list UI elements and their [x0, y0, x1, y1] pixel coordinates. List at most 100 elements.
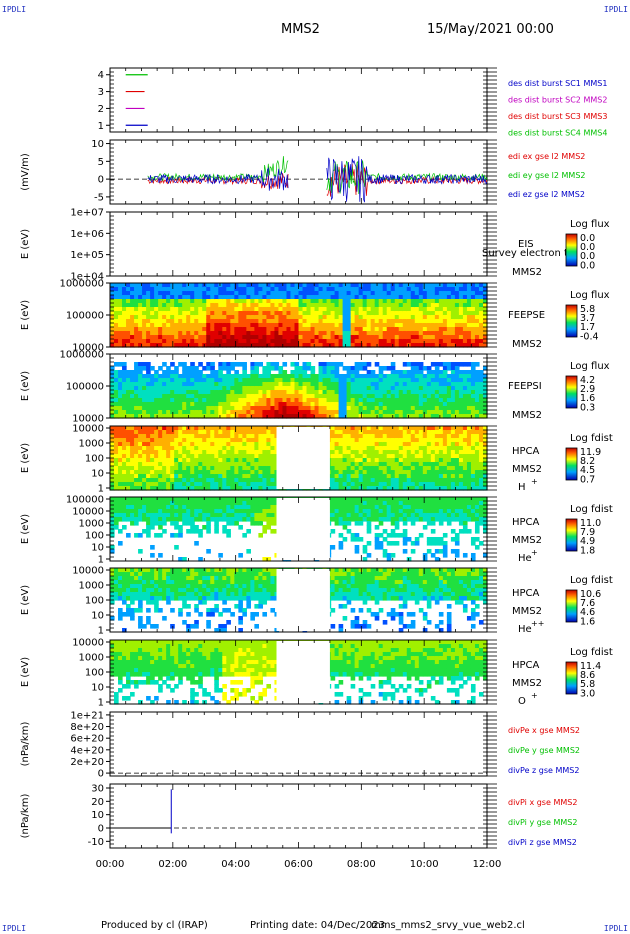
feepse-panel-cell	[374, 295, 380, 300]
feepsi-panel-cell	[158, 374, 163, 379]
hpca-h-p-panel-cell	[154, 482, 159, 487]
hpca-h-p-panel-cell	[478, 458, 484, 463]
feepsi-panel-cell	[138, 362, 143, 367]
feepse-panel-cell	[454, 299, 460, 304]
feepse-panel-cell	[230, 327, 235, 332]
feepsi-panel-cell	[430, 374, 436, 379]
feepse-panel-cell	[254, 343, 259, 348]
feepsi-panel-cell	[286, 410, 292, 415]
hpca-h-p-panel-cell	[210, 438, 215, 443]
feepsi-panel-cell	[206, 406, 211, 411]
hpca-h-p-panel-cell	[118, 454, 123, 459]
feepsi-panel-cell	[118, 402, 123, 407]
hpca-h-p-panel-cell	[358, 462, 364, 467]
hpca-h-p-panel-cell	[402, 426, 408, 431]
hpca-h-p-panel-cell	[242, 470, 247, 475]
hpca-h-p-panel-cell	[334, 446, 340, 451]
feepse-panel-cell	[462, 295, 468, 300]
feepsi-panel-cell	[170, 370, 175, 375]
feepse-panel-cell	[222, 307, 227, 312]
feepse-panel-cell	[350, 331, 356, 336]
feepsi-panel-cell	[478, 402, 484, 407]
feepse-panel-cell	[222, 331, 227, 336]
hpca-h-p-panel-cell	[438, 470, 444, 475]
feepse-panel-cell	[226, 319, 231, 324]
hpca-h-p-panel-cell	[182, 462, 187, 467]
feepsi-panel-cell	[402, 374, 408, 379]
feepse-panel-cell	[234, 323, 239, 328]
hpca-h-p-panel-cell	[154, 478, 159, 483]
feepse-panel-cell	[266, 335, 272, 340]
hpca-he-p-panel-cell	[126, 513, 131, 518]
hpca-h-p-panel-cell	[158, 446, 163, 451]
hpca-h-p-panel-cell	[222, 458, 227, 463]
feepsi-panel-cell	[474, 402, 480, 407]
feepsi-panel-cell	[262, 382, 268, 387]
feepsi-panel-cell	[274, 366, 280, 371]
feepse-panel-cell	[226, 283, 231, 288]
hpca-h-p-panel-cell	[198, 450, 203, 455]
hpca-h-p-panel-cell	[166, 450, 171, 455]
feepse-panel-cell	[162, 311, 167, 316]
hpca-h-p-panel-cell	[242, 462, 247, 467]
hpca-h-p-panel-cell	[474, 482, 480, 487]
hpca-h-p-panel-cell	[446, 438, 452, 443]
feepsi-panel-cell	[266, 386, 272, 391]
hpca-h-p-panel-cell	[110, 486, 115, 491]
feepse-panel-cell	[390, 311, 396, 316]
hpca-h-p-panel-cell	[378, 438, 384, 443]
feepse-panel-cell	[194, 319, 199, 324]
hpca-h-p-panel-cell	[146, 486, 151, 491]
hpca-h-p-panel-cell	[422, 454, 428, 459]
hpca-h-p-panel-cell	[214, 442, 219, 447]
feepsi-panel-cell	[330, 398, 336, 403]
feepsi-panel-cell	[458, 362, 464, 367]
feepse-panel-cell	[118, 291, 123, 296]
feepsi-panel-cell	[298, 410, 304, 415]
hpca-h-p-panel-cell	[182, 426, 187, 431]
hpca-h-p-panel-cell	[398, 458, 404, 463]
feepsi-panel-cell	[470, 378, 476, 383]
feepse-panel-cell	[374, 311, 380, 316]
hpca-h-p-panel-cell	[358, 474, 364, 479]
feepsi-panel-cell	[250, 414, 255, 419]
hpca-h-p-panel-cell	[174, 438, 179, 443]
hpca-h-p-panel-cell	[170, 474, 175, 479]
hpca-h-p-panel-cell	[390, 470, 396, 475]
feepse-panel-cell	[274, 283, 280, 288]
hpca-h-p-panel-cell	[458, 474, 464, 479]
feepse-panel-cell	[242, 299, 247, 304]
feepse-panel-cell	[230, 323, 235, 328]
feepse-panel-cell	[130, 307, 135, 312]
hpca-h-p-panel-cell	[154, 466, 159, 471]
hpca-h-p-panel-cell	[138, 478, 143, 483]
feepsi-panel-cell	[430, 410, 436, 415]
feepse-panel-cell	[206, 303, 211, 308]
feepse-panel-cell	[178, 283, 183, 288]
hpca-h-p-panel-colorbar-tick: 11.9	[580, 447, 601, 458]
feepsi-panel-cell	[450, 398, 456, 403]
feepse-panel-cell	[146, 327, 151, 332]
hpca-h-p-panel-cell	[270, 462, 276, 467]
feepsi-panel-cell	[126, 398, 131, 403]
feepsi-panel-cell	[474, 386, 480, 391]
feepse-panel-cell	[414, 311, 420, 316]
feepsi-panel-cell	[194, 390, 199, 395]
feepsi-panel-cell	[274, 362, 280, 367]
hpca-h-p-panel-cell	[354, 458, 360, 463]
feepsi-panel-cell	[438, 378, 444, 383]
feepse-panel-cell	[442, 307, 448, 312]
feepsi-panel-cell	[294, 386, 300, 391]
feepsi-panel-cell	[314, 390, 320, 395]
feepse-panel-cell	[270, 323, 276, 328]
feepsi-panel-cell	[362, 374, 368, 379]
feepsi-panel-cell	[298, 382, 304, 387]
feepse-panel-cell	[194, 303, 199, 308]
hpca-he-p-panel-cell	[114, 509, 119, 514]
hpca-h-p-panel-cell	[250, 454, 255, 459]
feepsi-panel-cell	[474, 370, 480, 375]
feepsi-panel-cell	[474, 414, 480, 419]
hpca-h-p-panel-cell	[178, 486, 183, 491]
hpca-h-p-panel-cell	[242, 442, 247, 447]
feepse-panel-cell	[358, 331, 364, 336]
